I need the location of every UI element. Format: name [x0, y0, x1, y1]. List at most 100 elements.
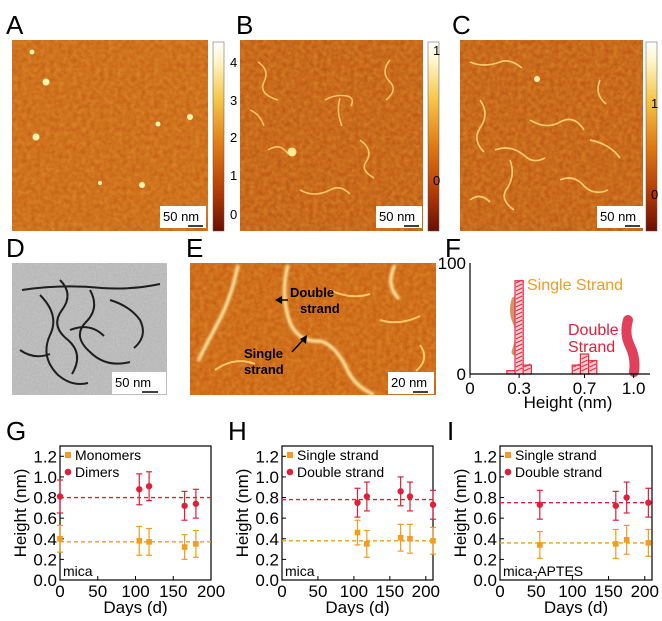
histogram-bar-hatch [589, 359, 597, 364]
data-point [406, 493, 414, 500]
histogram-bar-hatch [515, 315, 523, 320]
y-tick-label: 0.4 [255, 530, 279, 549]
histogram-bar-hatch [515, 359, 523, 364]
legend-label: Dimers [75, 464, 119, 480]
colorbar-a-tick: 2 [230, 130, 237, 145]
x-tick-label: 100 [558, 582, 586, 601]
x-tick-label: 200 [412, 582, 440, 601]
colorbar-ticks-b: 1 0 [433, 43, 440, 188]
y-tick-label: 0.4 [473, 530, 497, 549]
histogram-bar-hatch [515, 339, 523, 344]
x-tick-label: 200 [197, 582, 225, 601]
legend-label: Monomers [75, 447, 141, 463]
x-tick-label: 150 [594, 582, 622, 601]
panel-label-h: H [228, 416, 247, 446]
x-tick-label: 50 [527, 582, 546, 601]
histogram-f: 0 0.3 0.7 1.0 100 0 Height (nm) Single Strand Do… [438, 254, 650, 412]
y-tick-label: 0.6 [33, 509, 57, 528]
data-point [192, 500, 200, 507]
histogram-bar-hatch [515, 295, 523, 300]
x-axis-label: Days (d) [103, 598, 167, 616]
histogram-bar-hatch [515, 363, 523, 368]
data-point [181, 502, 188, 509]
arrowhead-single-strand [300, 335, 307, 344]
y-tick-label: 1.0 [473, 468, 497, 487]
y-axis-label: Height (nm) [11, 469, 30, 558]
histogram-bar-hatch [515, 335, 523, 340]
colorbar-ticks-a: 4 3 2 1 0 [230, 55, 237, 222]
data-point [407, 535, 413, 542]
y-tick-label: 1.0 [255, 468, 279, 487]
panel-label-a: A [6, 10, 24, 40]
legend-marker [64, 468, 72, 476]
y-tick-label: 0.0 [33, 571, 57, 590]
histogram-bar-hatch [523, 363, 531, 368]
y-tick-label: 0.2 [33, 550, 57, 569]
label-double-strand-2: Strand [568, 339, 615, 356]
y-tick-label: 1.2 [33, 447, 57, 466]
annotation-single-strand-2: strand [244, 362, 284, 377]
scale-label-c: 50 nm [600, 209, 636, 224]
x-tick-label: 0.3 [507, 379, 531, 398]
data-point [56, 493, 64, 500]
y-tick-label: 0.8 [33, 489, 57, 508]
data-point [623, 494, 630, 501]
y-tick-label: 0.2 [255, 550, 279, 569]
histogram-bar-hatch [515, 279, 523, 284]
colorbar-ticks-c: 1 0 [651, 96, 658, 202]
colorbar-b-tick: 0 [433, 173, 440, 188]
colorbar-a-tick: 3 [230, 93, 237, 108]
legend-marker [286, 468, 294, 476]
data-point [645, 540, 652, 546]
x-tick-label: 50 [88, 582, 107, 601]
scatter-chart-g: 0.0 0.20.4 0.60.8 1.0 1.2 0 50 100 150 200 Days (d… [11, 445, 225, 617]
x-axis-label: Height (nm) [524, 393, 613, 412]
legend-label: Single strand [515, 447, 597, 463]
data-point [354, 529, 361, 536]
data-point [363, 493, 371, 500]
histogram-bar-hatch [581, 367, 588, 372]
x-tick-label: 150 [159, 582, 187, 601]
double-strand-schematic [621, 315, 640, 377]
x-tick-label: 50 [308, 582, 327, 601]
x-tick-label: 0.7 [573, 379, 597, 398]
y-tick-label: 1.2 [255, 447, 279, 466]
legend-marker [65, 452, 71, 458]
histogram-bar-hatch [573, 367, 580, 372]
colorbar-a-tick: 1 [230, 168, 237, 183]
x-axis-label: Days (d) [544, 598, 608, 616]
legend-label: Single strand [297, 447, 379, 463]
legend-label: Double strand [515, 464, 602, 480]
legend-marker [287, 452, 293, 458]
substrate-label: mica [63, 563, 93, 579]
data-point [430, 538, 436, 544]
histogram-bar-hatch [515, 347, 523, 352]
panel-label-c: C [452, 10, 471, 40]
histogram-bar-hatch [515, 355, 523, 360]
data-point [364, 541, 370, 547]
scale-label-b: 50 nm [379, 209, 415, 224]
histogram-bar-hatch [589, 367, 597, 372]
histogram-bar-hatch [515, 351, 523, 356]
colorbar-b [427, 41, 440, 232]
colorbar-a-tick: 0 [230, 207, 237, 222]
data-point [136, 486, 143, 493]
panel-label-g: G [6, 416, 26, 446]
y-tick-label: 0.6 [473, 509, 497, 528]
x-tick-label: 0 [55, 582, 64, 601]
afm-image-a [12, 40, 208, 231]
legend-marker [505, 452, 511, 458]
data-point [536, 501, 544, 508]
arrow-single-strand [291, 339, 304, 353]
histogram-bar-hatch [573, 363, 580, 368]
label-single-strand: Single Strand [527, 277, 623, 294]
x-axis-label: Days (d) [325, 598, 389, 616]
x-tick-label: 100 [340, 582, 368, 601]
histogram-bar-hatch [589, 363, 597, 368]
x-tick-label: 200 [631, 582, 659, 601]
y-tick-label: 0.4 [33, 530, 57, 549]
data-point [612, 502, 620, 509]
histogram-bar-hatch [515, 287, 523, 292]
histogram-bar-hatch [523, 367, 531, 372]
afm-image-c [460, 40, 643, 231]
